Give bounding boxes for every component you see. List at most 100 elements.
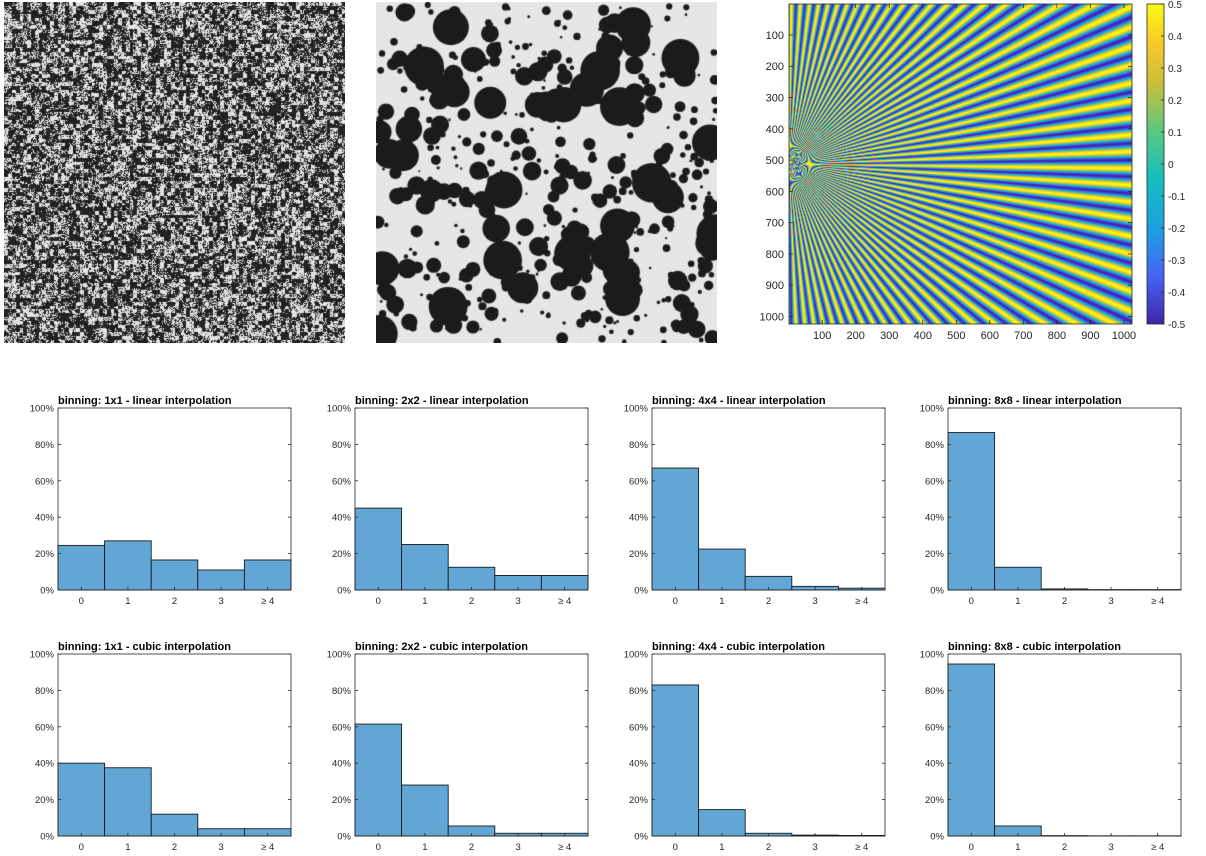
heatmap-ytick-label: 800 <box>766 249 784 261</box>
histogram-bar <box>197 569 245 591</box>
histogram-title: binning: 1x1 - linear interpolation <box>58 395 232 407</box>
histogram-bar <box>651 684 700 837</box>
colorbar-tick-label: -0.4 <box>1168 288 1186 299</box>
histogram-xtick-label: 3 <box>1108 842 1113 853</box>
colorbar-tick-label: 0.3 <box>1168 64 1182 75</box>
histogram-xtick-label: ≥ 4 <box>558 596 571 607</box>
histogram-ytick-label: 80% <box>629 686 649 697</box>
histogram-ytick-label: 40% <box>925 513 945 524</box>
histogram-ytick-label: 20% <box>332 795 352 806</box>
heatmap-xtick-label: 700 <box>1014 330 1032 342</box>
histogram-xtick-label: 0 <box>376 842 381 853</box>
colorbar-tick-label: 0.1 <box>1168 128 1182 139</box>
histogram-ytick-label: 60% <box>35 476 55 487</box>
histogram-ytick-label: 40% <box>629 759 649 770</box>
histogram-bar <box>401 544 449 591</box>
histogram-xtick-label: 0 <box>969 842 974 853</box>
histogram-ytick-label: 80% <box>629 440 649 451</box>
heatmap-ytick-label: 900 <box>766 280 784 292</box>
histogram-bar <box>947 663 996 837</box>
histogram-xtick-label: 2 <box>172 596 177 607</box>
histogram-ytick-label: 100% <box>327 404 352 415</box>
histogram-ytick-label: 60% <box>925 476 945 487</box>
heatmap-xtick-label: 300 <box>880 330 898 342</box>
histogram-xtick-label: ≥ 4 <box>1151 596 1164 607</box>
heatmap-ytick-label: 700 <box>766 218 784 230</box>
colorbar-tick-label: 0.4 <box>1168 32 1182 43</box>
heatmap-xtick-label: 100 <box>813 330 831 342</box>
blob-pattern-image <box>376 2 717 343</box>
heatmap-ytick-label: 400 <box>766 124 784 136</box>
histogram-xtick-label: 1 <box>719 842 724 853</box>
histogram-bar <box>354 723 403 837</box>
histogram-bar <box>150 559 199 591</box>
histogram-ytick-label: 20% <box>629 549 649 560</box>
histogram-ytick-label: 60% <box>332 722 352 733</box>
histogram-bar <box>243 559 292 591</box>
blob-pattern-canvas <box>376 2 717 343</box>
histogram-title: binning: 4x4 - linear interpolation <box>652 395 826 407</box>
histogram-ytick-label: 0% <box>634 832 648 843</box>
histogram-xtick-label: 0 <box>376 596 381 607</box>
heatmap-frame <box>788 3 1133 325</box>
histogram-ytick-label: 0% <box>337 586 351 597</box>
histogram-bar <box>57 544 106 591</box>
histogram-xtick-label: 1 <box>719 596 724 607</box>
histogram-ytick-label: 0% <box>40 832 54 843</box>
histogram-title: binning: 2x2 - linear interpolation <box>355 395 529 407</box>
colorbar-tick-label: 0 <box>1168 160 1174 171</box>
histogram-ytick-label: 80% <box>332 440 352 451</box>
histogram-ytick-label: 60% <box>925 722 945 733</box>
heatmap-ytick-label: 500 <box>766 155 784 167</box>
colorbar-tick-label: -0.2 <box>1168 224 1186 235</box>
histogram-bar <box>401 784 449 837</box>
histogram-panel: binning: 1x1 - linear interpolation 0% 20%… <box>30 395 292 607</box>
heatmap-ytick-label: 1000 <box>760 311 784 323</box>
histogram-ytick-label: 80% <box>925 686 945 697</box>
histogram-bar <box>354 507 403 591</box>
histogram-xtick-label: 3 <box>1108 596 1113 607</box>
histogram-ytick-label: 80% <box>332 686 352 697</box>
histogram-ytick-label: 20% <box>925 795 945 806</box>
histogram-bar <box>104 540 152 591</box>
histogram-panel: binning: 8x8 - cubic interpolation 0% 20% 4… <box>920 641 1182 853</box>
histogram-grid: binning: 1x1 - linear interpolation0%20%… <box>30 395 1182 853</box>
speckle-pattern-image <box>4 2 345 343</box>
histogram-ytick-label: 100% <box>920 650 945 661</box>
histogram-xtick-label: 2 <box>1062 842 1067 853</box>
heatmap-xtick-label: 200 <box>847 330 865 342</box>
histogram-xtick-label: 3 <box>812 842 817 853</box>
histogram-xtick-label: 3 <box>812 596 817 607</box>
histogram-xtick-label: 0 <box>673 842 678 853</box>
colorbar-tick-label: 0.2 <box>1168 96 1182 107</box>
colorbar-tick-label: -0.5 <box>1168 320 1186 331</box>
histogram-bar <box>994 566 1042 591</box>
histogram-ytick-label: 100% <box>624 404 649 415</box>
histogram-xtick-label: 2 <box>766 842 771 853</box>
histogram-xtick-label: ≥ 4 <box>261 842 274 853</box>
histogram-bar <box>698 809 746 837</box>
histogram-ytick-label: 20% <box>332 549 352 560</box>
histogram-ytick-label: 100% <box>30 650 55 661</box>
heatmap-xtick-label: 800 <box>1048 330 1066 342</box>
histogram-ytick-label: 0% <box>634 586 648 597</box>
histogram-ytick-label: 100% <box>624 650 649 661</box>
histogram-ytick-label: 0% <box>930 832 944 843</box>
histogram-bar <box>104 767 152 837</box>
histogram-xtick-label: 0 <box>673 596 678 607</box>
colorbar-tick-label: 0.5 <box>1168 0 1182 11</box>
histogram-panel: binning: 2x2 - cubic interpolation 0% 20% 4… <box>327 641 589 853</box>
histogram-xtick-label: 3 <box>218 596 223 607</box>
histogram-title: binning: 8x8 - cubic interpolation <box>948 641 1121 653</box>
histogram-bar <box>698 548 746 591</box>
histogram-ytick-label: 40% <box>332 513 352 524</box>
histogram-bar <box>150 813 199 837</box>
heatmap-axes: 100 200 300 400 500 600 700 800 900 1000 100 200 300… <box>760 0 1186 342</box>
heatmap-ytick-label: 600 <box>766 186 784 198</box>
histogram-ytick-label: 40% <box>332 759 352 770</box>
histogram-xtick-label: ≥ 4 <box>261 596 274 607</box>
histogram-xtick-label: 2 <box>766 596 771 607</box>
histogram-panel: binning: 4x4 - linear interpolation 0% 20%… <box>624 395 886 607</box>
histogram-ytick-label: 40% <box>629 513 649 524</box>
heatmap-xtick-label: 400 <box>914 330 932 342</box>
